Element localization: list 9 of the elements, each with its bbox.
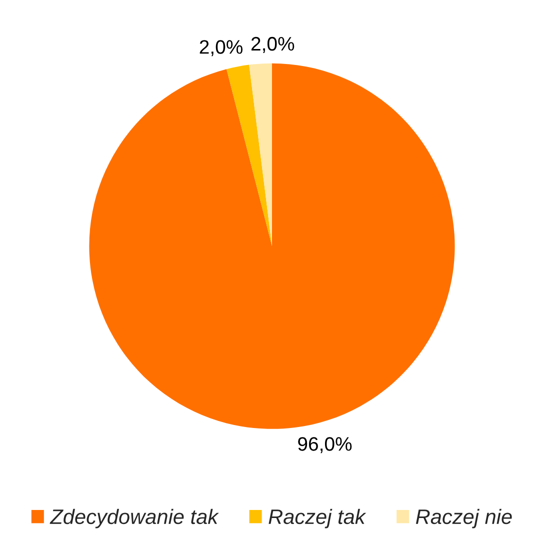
data-label: 2,0%: [251, 36, 294, 53]
legend-label: Zdecydowanie tak: [50, 508, 219, 528]
pie-slice: [249, 63, 272, 246]
legend-label: Raczej tak: [268, 508, 366, 528]
pie-slice: [89, 63, 455, 429]
data-label: 96,0%: [298, 437, 352, 454]
pie-slice: [226, 64, 272, 246]
legend-label: Raczej nie: [416, 508, 512, 528]
data-label: 2,0%: [200, 40, 243, 56]
